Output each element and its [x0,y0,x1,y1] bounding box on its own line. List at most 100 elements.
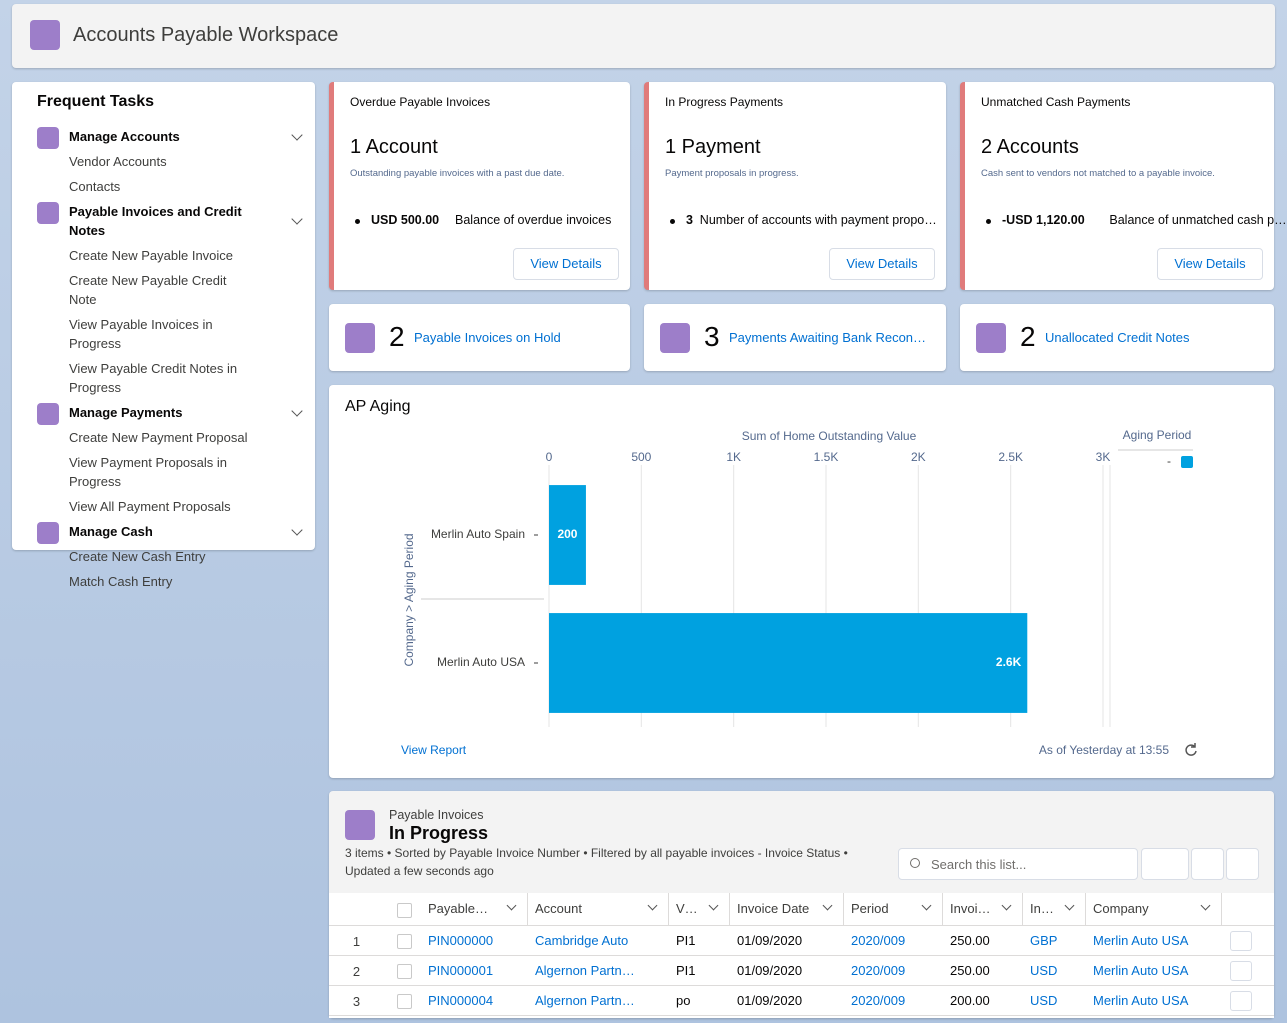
counter-icon [345,323,375,353]
page-header: Accounts Payable Workspace [12,4,1275,68]
chart-title: AP Aging [345,398,411,415]
column-chevron [921,900,932,911]
cell: PI1 [676,933,696,948]
card-title: In Progress Payments [665,95,784,109]
x-tick-label: 0 [546,450,553,464]
task-group[interactable]: Manage Payments [12,400,315,425]
card-description: Payment proposals in progress. [665,168,799,179]
task-group[interactable]: Manage Cash [12,519,315,544]
row-rule [329,985,1274,986]
toolbar-button[interactable] [1191,848,1224,880]
view-details-button[interactable]: View Details [513,248,619,280]
task-link[interactable]: View Payment Proposals in Progress [69,455,228,489]
search-box[interactable]: Search this list... [898,848,1138,880]
legend-label: - [1167,454,1171,468]
cell[interactable]: USD [1030,993,1058,1008]
list-view: Payable Invoices In Progress 3 items • Sor… [329,791,1274,1018]
cell[interactable]: 2020/009 [851,963,906,978]
cell[interactable]: Algernon Partn… [535,993,635,1008]
task-link[interactable]: Create New Cash Entry [69,549,206,564]
card-headline: 1 Account [350,136,438,158]
chart: AP Aging Sum of Home Outstanding Value Com… [345,398,1197,757]
cell[interactable]: GBP [1030,933,1058,948]
cell: 01/09/2020 [737,963,803,978]
task-link[interactable]: Create New Payable Invoice [69,248,234,263]
column-header[interactable]: Invoi… [950,901,991,916]
cell[interactable]: Merlin Auto USA [1093,933,1189,948]
column-header[interactable]: Payable… [428,901,488,916]
cell[interactable]: Merlin Auto USA [1093,963,1189,978]
view-report-link[interactable]: View Report [401,743,467,757]
row-action[interactable] [1230,961,1252,981]
counter-icon [660,323,690,353]
chevron[interactable] [291,128,303,141]
toolbar-button[interactable] [1226,848,1259,880]
column-chevron [647,900,658,911]
column-chevron [1064,900,1075,911]
cell[interactable]: PIN000000 [428,933,494,948]
cell[interactable]: 2020/009 [851,933,906,948]
chevron[interactable] [291,404,303,417]
group-icon [37,522,59,544]
bar[interactable] [549,485,586,585]
column-header[interactable]: Period [851,901,889,916]
task-group[interactable]: Payable Invoices and Credit Notes [12,199,315,243]
task-link[interactable]: Vendor Accounts [69,154,167,169]
cell[interactable]: Cambridge Auto [535,933,629,948]
row-rule [329,1015,1274,1016]
row-number: 3 [352,994,361,1009]
task-link[interactable]: Contacts [69,179,121,194]
task-link[interactable]: View All Payment Proposals [69,499,231,514]
column-header[interactable]: Invoice Date [737,901,810,916]
task-link[interactable]: Create New Payment Proposal [69,430,248,445]
column-divider [942,893,943,925]
task-link[interactable]: View Payable Credit Notes in Progress [69,361,238,395]
cell: 250.00 [950,963,990,978]
header-checkbox[interactable] [397,903,412,918]
data-label: 200 [557,527,577,541]
view-details-button[interactable]: View Details [829,248,935,280]
row-number: 1 [352,934,361,949]
card-headline: 1 Payment [665,136,761,158]
row-checkbox[interactable] [397,934,412,949]
cell[interactable]: Merlin Auto USA [1093,993,1189,1008]
column-header[interactable]: V… [676,901,698,916]
column-header[interactable]: In… [1030,901,1054,916]
counter-link[interactable]: Payable Invoices on Hold [414,330,561,345]
cell[interactable]: USD [1030,963,1058,978]
task-link[interactable]: Match Cash Entry [69,574,173,589]
task-link[interactable]: View Payable Invoices in Progress [69,317,213,351]
row-action[interactable] [1230,931,1252,951]
bar[interactable] [549,613,1028,713]
cell[interactable]: PIN000004 [428,993,494,1008]
column-divider [527,893,528,925]
list-meta: 3 items • Sorted by Payable Invoice Numb… [345,846,848,860]
task-group[interactable]: Manage Accounts [12,124,315,149]
row-checkbox[interactable] [397,994,412,1009]
y-axis-title: Company > Aging Period [402,533,416,666]
list-icon [345,810,375,840]
cell[interactable]: 2020/009 [851,993,906,1008]
toolbar-button[interactable] [1141,848,1189,880]
refresh-icon[interactable] [1185,743,1197,756]
card-description: Cash sent to vendors not matched to a pa… [981,168,1215,179]
counter-icon [976,323,1006,353]
row-action[interactable] [1230,991,1252,1011]
column-header[interactable]: Company [1093,901,1149,916]
chevron[interactable] [291,213,303,225]
cell[interactable]: PIN000001 [428,963,494,978]
group-icon [37,127,59,149]
chevron[interactable] [291,523,303,536]
cell[interactable]: Algernon Partn… [535,963,635,978]
column-header[interactable]: Account [535,901,582,916]
row-number: 2 [352,964,361,979]
list-object: Payable Invoices [389,808,484,822]
row-checkbox[interactable] [397,964,412,979]
counter-link[interactable]: Payments Awaiting Bank Recon… [729,330,927,345]
list-title: In Progress [389,823,489,843]
cell: 01/09/2020 [737,993,803,1008]
view-details-button[interactable]: View Details [1157,248,1263,280]
y-tick-label: Merlin Auto USA [437,655,525,669]
task-link[interactable]: Create New Payable Credit Note [69,273,227,307]
counter-link[interactable]: Unallocated Credit Notes [1045,330,1190,345]
